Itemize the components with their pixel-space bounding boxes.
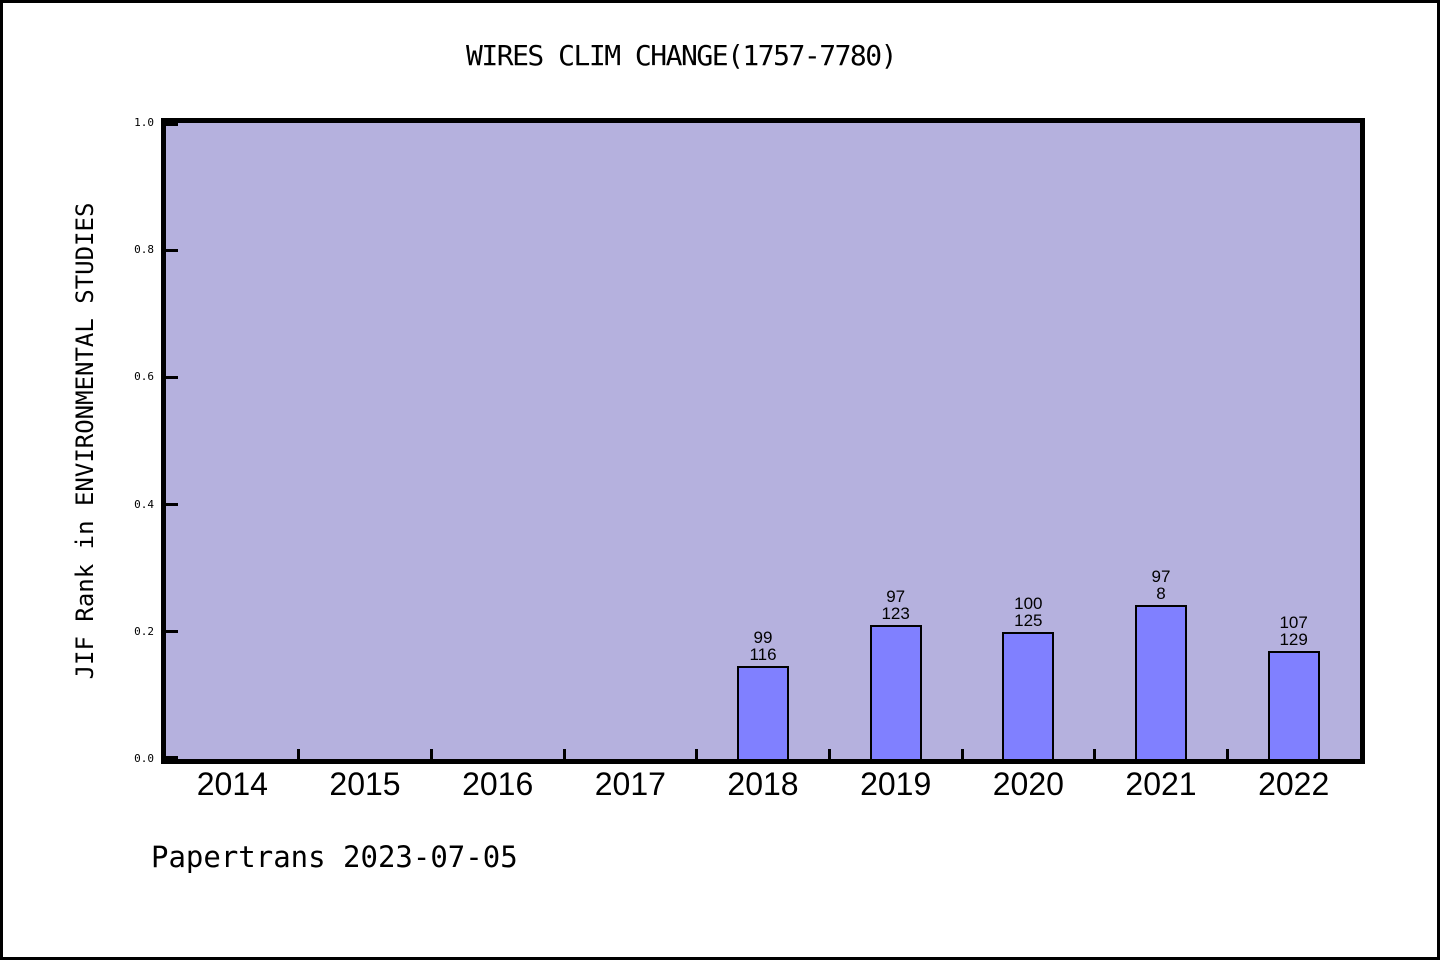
y-axis-tick	[166, 375, 178, 379]
bar-value-label: 107 129	[1279, 612, 1308, 649]
bar	[869, 624, 922, 759]
footer-text: Papertrans 2023-07-05	[151, 840, 518, 874]
bar	[1135, 605, 1187, 759]
y-axis-tick-label: 1.0	[134, 116, 154, 129]
x-axis-tick-label: 2017	[594, 766, 666, 802]
y-axis-tick-label: 0.4	[134, 497, 154, 511]
x-axis-tick	[695, 749, 699, 759]
x-axis-tick	[1093, 749, 1097, 759]
x-axis-tick	[1225, 749, 1229, 759]
x-axis-tick-label: 2014	[196, 766, 268, 802]
bar-value-label: 99 116	[749, 628, 777, 665]
y-axis-tick-label: 0.2	[134, 624, 154, 638]
plot-area: 99 116 97 123 100 125 97 8 107 129	[161, 118, 1365, 764]
x-axis-tick	[429, 749, 433, 759]
bar	[1267, 650, 1320, 759]
x-axis-tick-label: 2020	[992, 766, 1064, 802]
y-axis-label: JIF Rank in ENVIRONMENTAL STUDIES	[71, 202, 99, 680]
x-axis-tick-label: 2018	[727, 766, 799, 802]
x-axis-tick	[562, 749, 566, 759]
bar	[737, 666, 789, 759]
chart-title: WIRES CLIM CHANGE(1757-7780)	[465, 39, 898, 72]
x-axis-tick-label: 2019	[860, 766, 932, 802]
x-axis-tick-label: 2021	[1125, 766, 1197, 802]
x-axis-tick	[960, 749, 964, 759]
y-axis-tick	[166, 503, 178, 507]
x-axis-tick	[297, 749, 301, 759]
y-axis-tick-label: 0.6	[134, 370, 154, 384]
x-axis-tick-label: 2015	[329, 766, 401, 802]
bar-value-label: 97 8	[1151, 567, 1171, 604]
x-axis-tick-label: 2022	[1258, 766, 1330, 802]
y-axis-tick	[166, 123, 178, 126]
bar-value-label: 100 125	[1014, 593, 1043, 630]
x-axis-tick-label: 2016	[462, 766, 534, 802]
bar	[1002, 631, 1055, 759]
y-axis-tick-label: 0.0	[134, 752, 154, 765]
x-axis-tick	[827, 749, 831, 759]
y-axis-tick-label: 0.8	[134, 243, 154, 257]
y-axis-tick	[166, 248, 178, 252]
bar-value-label: 97 123	[881, 586, 910, 623]
y-axis-tick	[166, 756, 178, 759]
y-axis-tick	[166, 630, 178, 634]
